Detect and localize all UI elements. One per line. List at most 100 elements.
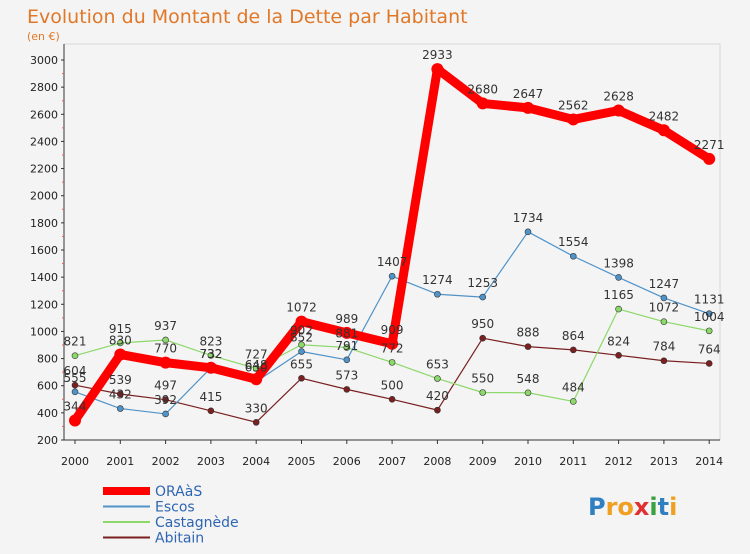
data-label: 989 [335,312,358,326]
data-point [71,381,79,389]
x-tick-label: 2006 [333,455,361,468]
data-label: 888 [517,326,540,340]
data-label: 2680 [467,82,498,96]
data-label: 1131 [694,293,725,307]
data-point [479,293,487,301]
data-point [207,352,215,359]
data-label: 655 [290,357,313,371]
legend-label: Escos [155,500,195,516]
x-tick-label: 2004 [242,455,270,468]
y-tick-label: 3000 [30,54,58,67]
data-label: 1734 [513,211,544,225]
y-tick-label: 2000 [30,190,58,203]
data-label: 784 [652,340,675,354]
legend-item: Escos [103,500,195,516]
data-point [434,375,441,382]
data-label: 330 [245,401,268,415]
y-tick-label: 2200 [30,163,58,176]
data-labels: 344 830 770 732 648 1072 989 909 2933 2680 2647 256… [64,48,725,415]
legend-label: Castagnède [155,515,239,531]
data-label: 497 [154,379,177,393]
x-tick-label: 2003 [197,455,225,468]
data-point [298,374,305,382]
data-point [71,388,79,396]
x-tick-label: 2013 [650,455,678,468]
chart-subtitle: (en €) [27,30,60,43]
data-point [162,410,169,418]
y-tick-label: 2600 [30,108,58,121]
legend-label: Abitain [155,531,204,547]
data-label: 791 [335,339,358,353]
data-label: 864 [562,329,585,343]
data-label: 1407 [377,255,408,269]
data-label: 573 [335,368,358,382]
data-point [207,407,215,415]
data-point [434,406,441,414]
data-label: 555 [64,371,87,385]
data-point [298,341,305,349]
data-point [522,101,534,114]
data-point [388,395,396,403]
data-point [524,228,532,236]
data-point [431,63,444,76]
x-tick-label: 2011 [559,455,587,468]
data-label: 1398 [603,256,634,270]
data-point [524,343,532,350]
legend-item: Castagnède [103,515,239,531]
data-point [340,326,353,339]
data-label: 392 [154,393,177,407]
data-label: 344 [64,399,87,413]
x-tick-label: 2000 [61,455,89,468]
data-label: 881 [335,327,358,341]
data-label: 648 [245,358,268,372]
data-point [69,414,81,427]
data-point [660,294,668,302]
data-label: 909 [381,323,404,337]
data-point [705,360,713,367]
data-point [615,305,622,313]
series-3 [71,334,713,426]
x-tick-label: 2009 [469,455,497,468]
data-point [703,152,716,165]
data-point [476,97,489,110]
data-label: 772 [381,341,404,355]
data-label: 2933 [422,48,453,62]
data-point [114,348,127,361]
data-label: 902 [290,324,313,338]
data-point [479,389,487,396]
data-label: 432 [109,388,132,402]
data-label: 821 [64,335,87,349]
x-tick-label: 2010 [514,455,542,468]
y-tick-label: 2400 [30,135,58,148]
data-point [71,352,79,360]
data-label: 1165 [603,288,634,302]
data-point [660,318,668,325]
svg-text:Proxiti: Proxiti [588,493,677,521]
data-label: 604 [64,364,87,378]
data-point [343,344,351,351]
data-label: 823 [199,334,222,348]
y-tick-label: 2800 [30,81,58,94]
legend-item: Abitain [103,531,204,547]
y-axis: 200 400 600 800 1000 1200 1400 1600 1800 2000 2200… [30,43,721,447]
data-point [162,336,169,344]
data-label: 2647 [513,87,544,101]
data-point [569,346,577,354]
data-point [705,327,713,335]
data-label: 1274 [422,273,453,287]
data-label: 420 [426,389,449,403]
data-label: 484 [562,380,585,394]
data-point [388,359,396,366]
data-label: 550 [471,372,494,386]
x-tick-label: 2002 [152,455,180,468]
data-point [705,310,713,317]
data-label: 539 [109,373,132,387]
x-axis: 2000 2001 2002 2003 2004 2005 2006 2007 2008 2009… [61,439,723,468]
data-label: 2628 [603,89,634,103]
x-tick-label: 2008 [423,455,451,468]
data-label: 824 [607,334,630,348]
data-point [117,405,124,412]
data-label: 915 [109,322,132,336]
